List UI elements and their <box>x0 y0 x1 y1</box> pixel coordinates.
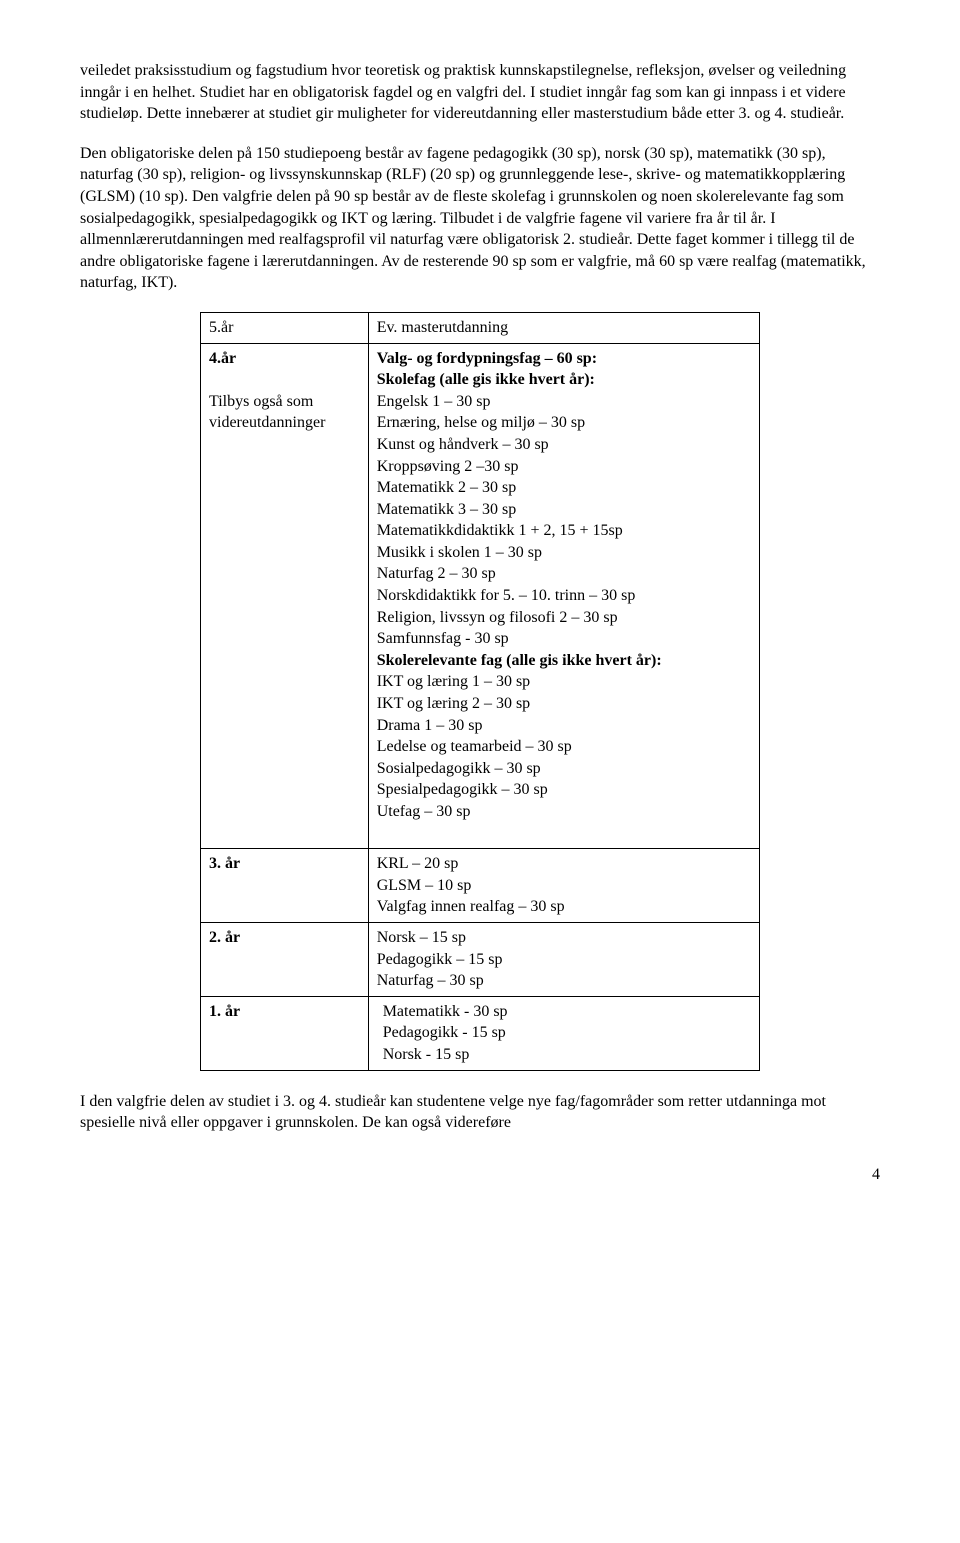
table-row: 4.år Tilbys også som videreutdanninger V… <box>201 343 760 849</box>
content-cell: KRL – 20 sp GLSM – 10 sp Valgfag innen r… <box>368 849 759 923</box>
paragraph-3: I den valgfrie delen av studiet i 3. og … <box>80 1091 880 1134</box>
year-cell: 3. år <box>201 849 369 923</box>
year-cell: 4.år Tilbys også som videreutdanninger <box>201 343 369 849</box>
course-line: Norsk – 15 sp <box>377 929 466 946</box>
heading: Valg- og fordypningsfag – 60 sp: <box>377 350 597 367</box>
course-line: IKT og læring 2 – 30 sp <box>377 695 530 712</box>
year-cell: 2. år <box>201 922 369 996</box>
course-line: Religion, livssyn og filosofi 2 – 30 sp <box>377 609 618 626</box>
course-line: Drama 1 – 30 sp <box>377 717 483 734</box>
page-number: 4 <box>80 1164 880 1186</box>
course-line: Norsk - 15 sp <box>377 1046 470 1063</box>
course-line: Engelsk 1 – 30 sp <box>377 393 491 410</box>
year-note: Tilbys også som videreutdanninger <box>209 393 325 432</box>
course-line: Pedagogikk - 15 sp <box>377 1024 506 1041</box>
course-line: Sosialpedagogikk – 30 sp <box>377 760 541 777</box>
year-cell: 5.år <box>201 312 369 343</box>
course-line: Utefag – 30 sp <box>377 803 471 820</box>
course-line: IKT og læring 1 – 30 sp <box>377 673 530 690</box>
study-plan-table: 5.år Ev. masterutdanning 4.år Tilbys ogs… <box>200 312 760 1071</box>
table-row: 5.år Ev. masterutdanning <box>201 312 760 343</box>
course-line: Norskdidaktikk for 5. – 10. trinn – 30 s… <box>377 587 636 604</box>
table-row: 1. år Matematikk - 30 sp Pedagogikk - 15… <box>201 996 760 1070</box>
table-row: 3. år KRL – 20 sp GLSM – 10 sp Valgfag i… <box>201 849 760 923</box>
course-line: Kunst og håndverk – 30 sp <box>377 436 549 453</box>
course-line: Samfunnsfag - 30 sp <box>377 630 509 647</box>
paragraph-1: veiledet praksisstudium og fagstudium hv… <box>80 60 880 125</box>
course-line: Ledelse og teamarbeid – 30 sp <box>377 738 572 755</box>
course-line: Matematikk 2 – 30 sp <box>377 479 517 496</box>
course-line: Naturfag – 30 sp <box>377 972 484 989</box>
content-cell: Matematikk - 30 sp Pedagogikk - 15 sp No… <box>368 996 759 1070</box>
course-line: Valgfag innen realfag – 30 sp <box>377 898 565 915</box>
content-cell: Valg- og fordypningsfag – 60 sp: Skolefa… <box>368 343 759 849</box>
heading: Skolefag (alle gis ikke hvert år): <box>377 371 595 388</box>
course-line: Musikk i skolen 1 – 30 sp <box>377 544 542 561</box>
course-line: Kroppsøving 2 –30 sp <box>377 458 519 475</box>
content-cell: Norsk – 15 sp Pedagogikk – 15 sp Naturfa… <box>368 922 759 996</box>
year-label: 4.år <box>209 350 236 367</box>
course-line: Naturfag 2 – 30 sp <box>377 565 496 582</box>
course-line: Spesialpedagogikk – 30 sp <box>377 781 548 798</box>
year-cell: 1. år <box>201 996 369 1070</box>
heading: Skolerelevante fag (alle gis ikke hvert … <box>377 652 662 669</box>
course-line: Ernæring, helse og miljø – 30 sp <box>377 414 585 431</box>
course-line: Pedagogikk – 15 sp <box>377 951 503 968</box>
course-line: Matematikk 3 – 30 sp <box>377 501 517 518</box>
course-line: KRL – 20 sp <box>377 855 459 872</box>
content-cell: Ev. masterutdanning <box>368 312 759 343</box>
course-line: Matematikkdidaktikk 1 + 2, 15 + 15sp <box>377 522 623 539</box>
course-line: GLSM – 10 sp <box>377 877 472 894</box>
course-line: Matematikk - 30 sp <box>377 1003 508 1020</box>
table-row: 2. år Norsk – 15 sp Pedagogikk – 15 sp N… <box>201 922 760 996</box>
paragraph-2: Den obligatoriske delen på 150 studiepoe… <box>80 143 880 294</box>
